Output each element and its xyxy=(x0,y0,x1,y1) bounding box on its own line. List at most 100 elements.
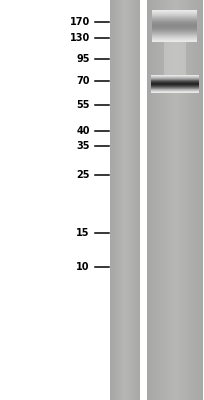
Text: 70: 70 xyxy=(76,76,90,86)
Bar xyxy=(110,0,111,400)
Bar xyxy=(137,0,138,400)
Bar xyxy=(164,44,186,45)
Bar xyxy=(182,0,183,400)
Bar xyxy=(152,27,197,28)
Bar xyxy=(164,62,186,63)
Bar xyxy=(158,0,160,400)
Bar xyxy=(192,0,193,400)
Bar xyxy=(132,0,133,400)
Bar xyxy=(138,0,139,400)
Bar xyxy=(175,0,176,400)
Bar xyxy=(122,0,123,400)
Bar xyxy=(164,49,186,50)
Bar xyxy=(164,72,186,73)
Bar xyxy=(123,0,124,400)
Bar xyxy=(162,0,164,400)
Bar xyxy=(164,67,186,68)
Text: 55: 55 xyxy=(76,100,90,110)
Bar xyxy=(176,0,178,400)
Bar xyxy=(164,0,165,400)
Bar xyxy=(127,0,128,400)
Bar xyxy=(115,0,116,400)
Bar xyxy=(114,0,115,400)
Bar xyxy=(152,23,197,24)
Bar xyxy=(179,0,181,400)
Bar xyxy=(152,10,197,11)
Bar xyxy=(164,45,186,46)
Bar xyxy=(164,71,186,72)
Bar xyxy=(161,0,162,400)
Bar xyxy=(134,0,135,400)
Bar xyxy=(168,0,169,400)
Text: 25: 25 xyxy=(76,170,90,180)
Bar xyxy=(151,0,153,400)
Bar xyxy=(166,0,168,400)
Bar xyxy=(195,0,196,400)
Bar xyxy=(152,0,154,400)
Bar xyxy=(164,69,186,70)
Bar xyxy=(164,65,186,66)
Bar xyxy=(199,0,200,400)
Bar xyxy=(164,58,186,59)
Bar xyxy=(164,64,186,65)
Bar xyxy=(154,0,155,400)
Bar xyxy=(152,19,197,20)
Bar xyxy=(164,63,186,64)
Bar xyxy=(190,0,192,400)
Text: 130: 130 xyxy=(70,33,90,43)
Bar xyxy=(148,0,150,400)
Text: 10: 10 xyxy=(76,262,90,272)
Bar xyxy=(152,25,197,26)
Bar xyxy=(164,66,186,67)
Bar xyxy=(113,0,114,400)
Bar xyxy=(165,0,166,400)
Bar xyxy=(164,42,186,43)
Bar xyxy=(196,0,197,400)
Bar xyxy=(164,46,186,47)
Text: 95: 95 xyxy=(76,54,90,64)
Bar xyxy=(164,57,186,58)
Bar xyxy=(186,0,187,400)
Bar xyxy=(169,0,171,400)
Bar xyxy=(164,43,186,44)
Bar xyxy=(174,0,175,400)
Bar xyxy=(152,16,197,17)
Bar xyxy=(164,60,186,61)
Bar xyxy=(164,59,186,60)
Bar xyxy=(189,0,190,400)
Bar xyxy=(147,0,148,400)
Bar xyxy=(121,0,122,400)
Bar xyxy=(172,0,174,400)
Bar xyxy=(111,0,112,400)
Bar xyxy=(164,51,186,52)
Bar xyxy=(164,56,186,57)
Bar xyxy=(125,0,126,400)
Bar xyxy=(164,53,186,54)
Bar xyxy=(126,0,127,400)
Bar xyxy=(130,0,131,400)
Bar xyxy=(187,0,189,400)
Bar xyxy=(112,0,113,400)
Bar xyxy=(128,0,129,400)
Bar xyxy=(152,15,197,16)
Bar xyxy=(200,0,202,400)
Bar xyxy=(164,68,186,69)
Text: 15: 15 xyxy=(76,228,90,238)
Bar xyxy=(152,21,197,22)
Bar xyxy=(202,0,203,400)
Bar xyxy=(164,52,186,53)
Bar xyxy=(155,0,157,400)
Bar xyxy=(150,0,151,400)
Bar xyxy=(133,0,134,400)
Bar xyxy=(197,0,199,400)
Bar xyxy=(119,0,120,400)
Bar xyxy=(164,54,186,55)
Bar xyxy=(183,0,185,400)
Bar xyxy=(152,12,197,13)
Bar xyxy=(164,73,186,74)
Bar xyxy=(185,0,186,400)
Bar xyxy=(181,0,182,400)
Text: 40: 40 xyxy=(76,126,90,136)
Bar xyxy=(178,0,179,400)
Text: 170: 170 xyxy=(70,17,90,27)
